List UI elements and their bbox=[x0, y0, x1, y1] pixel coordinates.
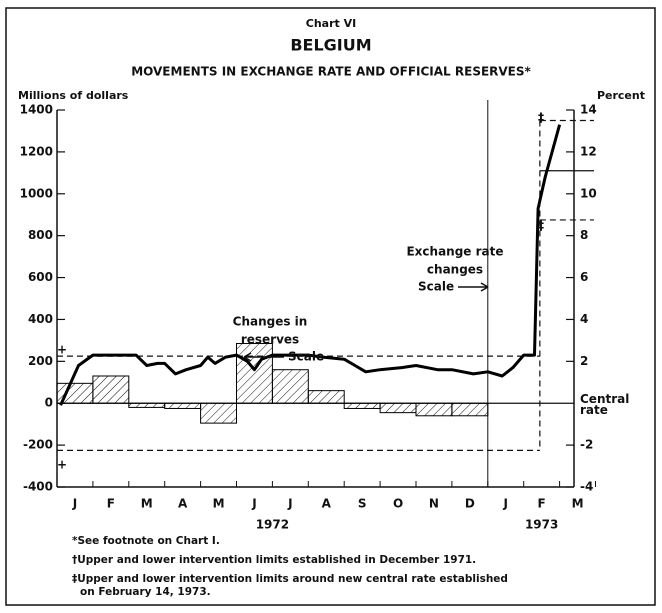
x-tick-label: F bbox=[538, 497, 546, 511]
annotation: + bbox=[57, 458, 67, 472]
y2-tick-label: Central rate bbox=[580, 392, 629, 417]
x-tick-label: A bbox=[322, 497, 332, 511]
y2-tick-label: 6 bbox=[580, 270, 588, 284]
frame bbox=[5, 7, 656, 606]
y-tick-label: 400 bbox=[28, 312, 53, 326]
y2-tick-label: 14 bbox=[580, 103, 597, 117]
y2-tick-label: 12 bbox=[580, 144, 597, 158]
x-tick-label: J bbox=[287, 497, 292, 511]
footnote: ‡Upper and lower intervention limits aro… bbox=[72, 573, 508, 585]
annotation: + bbox=[57, 343, 67, 357]
footnote: *See footnote on Chart I. bbox=[72, 535, 220, 547]
annotation: Exchange rate bbox=[406, 245, 503, 259]
exchange-rate-line bbox=[59, 124, 562, 406]
x-tick-label: D bbox=[465, 497, 475, 511]
x-tick-label: J bbox=[503, 497, 508, 511]
bar bbox=[164, 402, 202, 409]
y-axis-label: Millions of dollars bbox=[18, 89, 129, 102]
annotation: ‡ bbox=[538, 111, 544, 125]
bar bbox=[379, 402, 417, 414]
bar bbox=[451, 402, 489, 417]
y-tick-label: 1200 bbox=[20, 144, 53, 158]
y2-tick-label: 2 bbox=[580, 354, 588, 368]
annotation: Changes in bbox=[233, 315, 308, 329]
y-tick-label: 0 bbox=[45, 396, 53, 410]
x-tick-label: M bbox=[141, 497, 153, 511]
y2-tick-label: -2 bbox=[580, 438, 593, 452]
y2-tick-label: 8 bbox=[580, 228, 588, 242]
chart-subtitle: MOVEMENTS IN EXCHANGE RATE AND OFFICIAL … bbox=[131, 65, 531, 79]
y2-tick-label: 4 bbox=[580, 312, 588, 326]
arrow bbox=[458, 282, 489, 292]
x-tick-label: M bbox=[572, 497, 584, 511]
chart-label: Chart VI bbox=[306, 17, 356, 30]
annotation: changes bbox=[427, 263, 483, 277]
y-tick-label: -200 bbox=[23, 438, 53, 452]
y-tick-label: 600 bbox=[28, 270, 53, 284]
y-tick-label: 200 bbox=[28, 354, 53, 368]
bar bbox=[92, 375, 130, 404]
bar bbox=[128, 402, 166, 408]
y-tick-label: 1400 bbox=[20, 103, 53, 117]
y2-axis-label: Percent bbox=[597, 89, 645, 102]
year-label: 1973 bbox=[525, 518, 558, 532]
bar bbox=[271, 369, 309, 404]
chart-title: BELGIUM bbox=[290, 36, 371, 55]
footnote: on February 14, 1973. bbox=[80, 586, 211, 598]
bar bbox=[236, 343, 273, 404]
x-tick-label: O bbox=[393, 497, 403, 511]
y-tick-label: 800 bbox=[28, 228, 53, 242]
annotation: reserves bbox=[241, 333, 299, 347]
x-tick-label: N bbox=[429, 497, 439, 511]
bar bbox=[200, 402, 238, 424]
x-tick-label: J bbox=[251, 497, 256, 511]
x-tick-label: J bbox=[72, 497, 77, 511]
footnote: †Upper and lower intervention limits est… bbox=[72, 554, 476, 566]
annotation: Scale bbox=[418, 280, 454, 294]
x-tick-label: S bbox=[358, 497, 367, 511]
arrow bbox=[243, 352, 284, 362]
bar bbox=[415, 402, 453, 417]
bar bbox=[343, 402, 381, 409]
y-tick-label: -400 bbox=[23, 480, 53, 494]
y2-tick-label: -4 bbox=[580, 480, 593, 494]
x-tick-label: M bbox=[213, 497, 225, 511]
x-tick-label: F bbox=[107, 497, 115, 511]
y-tick-label: 1000 bbox=[20, 186, 53, 200]
y2-tick-label: 10 bbox=[580, 186, 597, 200]
bar bbox=[307, 390, 345, 404]
annotation: ‡ bbox=[538, 219, 544, 233]
x-tick-label: A bbox=[178, 497, 188, 511]
annotation: Scale bbox=[288, 350, 324, 364]
year-label: 1972 bbox=[256, 518, 289, 532]
